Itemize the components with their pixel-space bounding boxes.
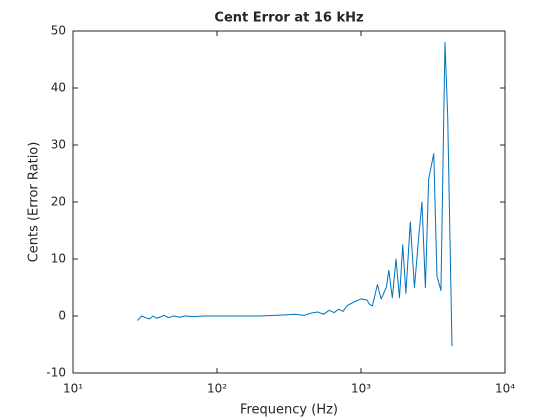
- data-line: [137, 41, 453, 347]
- y-tick-label: 30: [51, 138, 66, 152]
- chart-title: Cent Error at 16 kHz: [214, 11, 363, 26]
- x-axis-label: Frequency (Hz): [240, 403, 338, 418]
- x-tick-label: 10⁴: [495, 382, 515, 396]
- y-tick-label: 0: [58, 309, 66, 323]
- y-tick-label: 50: [51, 24, 66, 38]
- x-tick-label: 10²: [207, 382, 227, 396]
- x-tick-label: 10³: [351, 382, 371, 396]
- x-tick-label: 10¹: [63, 382, 83, 396]
- y-axis-label: Cents (Error Ratio): [27, 142, 42, 263]
- y-tick-label: 10: [51, 252, 66, 266]
- y-tick-label: 20: [51, 195, 66, 209]
- y-tick-label: -10: [46, 366, 66, 380]
- y-tick-label: 40: [51, 81, 66, 95]
